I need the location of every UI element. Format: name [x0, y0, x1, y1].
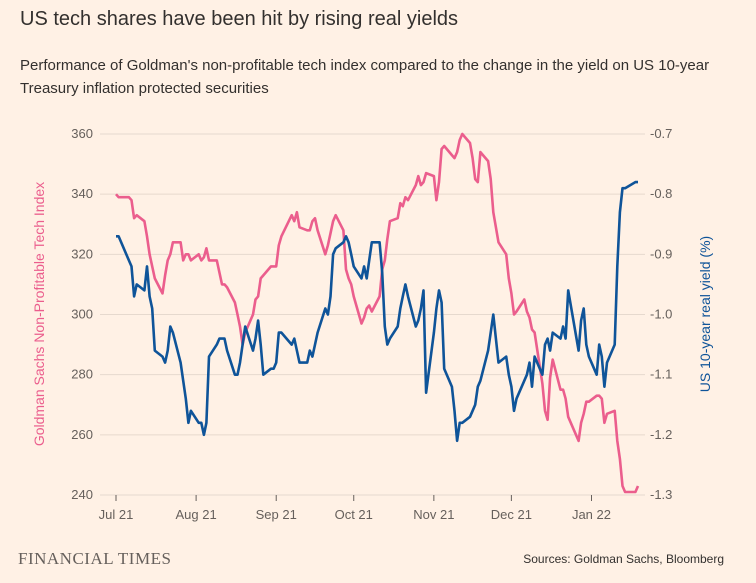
chart-subtitle: Performance of Goldman's non-profitable …	[20, 57, 710, 97]
x-axis-ticks: Jul 21 Aug 21 Sep 21 Oct 21 Nov 21 Dec 21 Jan …	[99, 495, 611, 522]
x-tick-label: Sep 21	[256, 507, 297, 522]
x-tick-label: Nov 21	[413, 507, 454, 522]
source-note: Sources: Goldman Sachs, Bloomberg	[523, 552, 724, 566]
left-tick-label: 320	[71, 246, 93, 261]
chart-title: US tech shares have been hit by rising r…	[20, 8, 459, 30]
left-tick-label: 260	[71, 427, 93, 442]
left-tick-label: 360	[71, 126, 93, 141]
left-tick-label: 280	[71, 367, 93, 382]
left-tick-label: 300	[71, 307, 93, 322]
ft-logo: FINANCIAL TIMES	[18, 549, 172, 568]
right-tick-label: -1.1	[650, 367, 672, 382]
right-tick-label: -1.0	[650, 307, 672, 322]
x-tick-label: Aug 21	[176, 507, 217, 522]
right-tick-label: -0.7	[650, 126, 672, 141]
x-tick-label: Dec 21	[491, 507, 532, 522]
right-tick-label: -0.9	[650, 246, 672, 261]
series-lines	[115, 132, 640, 494]
dual-axis-line-chart: 360 340 320 300 280 260 240 -0.7 -0.8 -0.9 -1.0 -1…	[31, 126, 713, 522]
x-tick-label: Oct 21	[335, 507, 373, 522]
left-axis-title: Goldman Sachs Non-Profitable Tech Index	[31, 182, 47, 446]
x-tick-label: Jan 22	[572, 507, 611, 522]
right-tick-label: -0.8	[650, 186, 672, 201]
left-tick-label: 340	[71, 186, 93, 201]
right-tick-label: -1.2	[650, 427, 672, 442]
right-tick-label: -1.3	[650, 487, 672, 502]
left-tick-label: 240	[71, 487, 93, 502]
left-axis-ticks: 360 340 320 300 280 260 240	[71, 126, 93, 502]
real-yield-line	[116, 180, 638, 443]
x-tick-label: Jul 21	[99, 507, 134, 522]
right-axis-title: US 10-year real yield (%)	[697, 236, 713, 392]
gridlines	[100, 133, 645, 496]
right-axis-ticks: -0.7 -0.8 -0.9 -1.0 -1.1 -1.2 -1.3	[650, 126, 672, 502]
tech-index-line	[115, 132, 640, 494]
